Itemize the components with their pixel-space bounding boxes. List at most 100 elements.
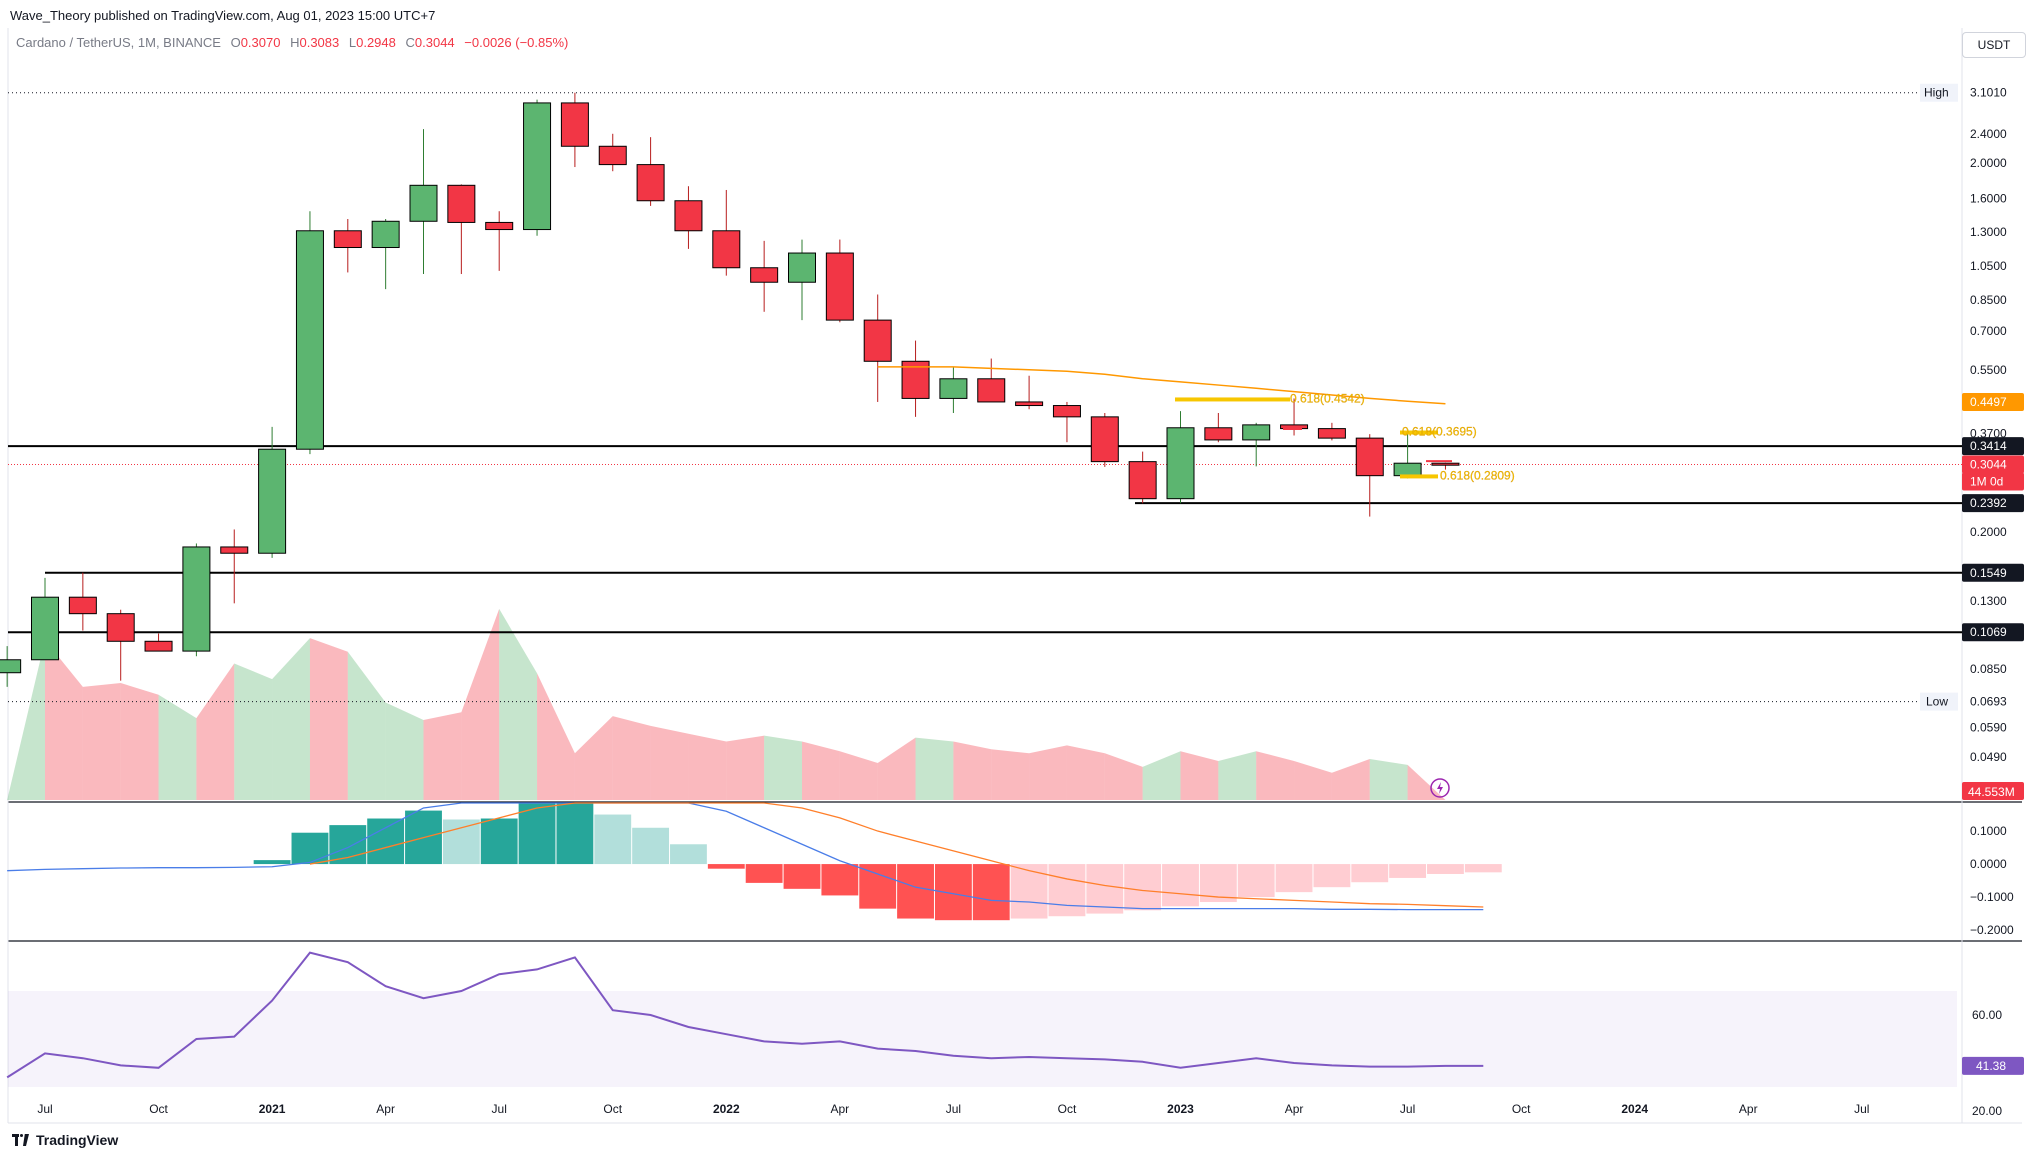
volume-area-segment: [1066, 745, 1105, 800]
price-tick-label: 2.4000: [1970, 127, 2007, 141]
bearish-candle: [68, 596, 97, 615]
macd-histogram-bar: [745, 864, 783, 883]
macd-histogram-bar: [1162, 864, 1199, 907]
volume-area-segment: [347, 651, 386, 800]
bearish-candle: [106, 613, 135, 642]
symbol-legend[interactable]: Cardano / TetherUS, 1M, BINANCE O0.3070 …: [16, 35, 568, 50]
volume-area-segment: [839, 751, 878, 800]
price-axis-label-bg: [1962, 472, 2024, 491]
macd-histogram-bar: [518, 803, 556, 865]
price-tick-label: 0.0490: [1970, 750, 2007, 764]
volume-area-segment: [1294, 761, 1332, 800]
volume-area-segment: [991, 749, 1030, 800]
volume-area-segment: [877, 737, 916, 800]
macd-histogram-bar: [670, 844, 707, 865]
price-tick-label: 0.0590: [1970, 720, 2007, 734]
time-tick-label: Jul: [37, 1102, 52, 1116]
macd-histogram-bar: [1427, 864, 1464, 874]
price-tick-label: 0.1300: [1970, 594, 2007, 608]
price-axis-label: 0.3414: [1970, 439, 2007, 453]
rsi-value-label: 41.38: [1976, 1059, 2006, 1073]
price-axis-label-bg: [1962, 437, 2024, 456]
macd-histogram-bar: [707, 864, 745, 869]
volume-area-segment: [1369, 759, 1408, 800]
macd-tick-label: 0.0000: [1970, 857, 2007, 871]
time-tick-label: Jul: [492, 1102, 507, 1116]
macd-tick-label: −0.2000: [1970, 923, 2014, 937]
price-tick-label: 0.0850: [1970, 662, 2007, 676]
price-tick-label: 0.7000: [1970, 324, 2007, 338]
price-axis-label-bg: [1962, 623, 2024, 642]
rsi-band: [8, 991, 1957, 1087]
bearish-candle: [560, 102, 589, 147]
volume-area-segment: [120, 683, 159, 800]
macd-histogram-bar: [1275, 864, 1313, 893]
macd-histogram-bar: [1313, 864, 1351, 888]
price-axis-label: 1M 0d: [1970, 475, 2003, 489]
bullish-candle: [295, 230, 324, 450]
volume-area-segment: [1142, 751, 1181, 800]
bullish-candle: [0, 659, 22, 674]
bearish-candle: [1128, 461, 1157, 500]
price-tick-label: 0.8500: [1970, 293, 2007, 307]
bullish-candle: [409, 184, 438, 222]
time-tick-label: 2024: [1621, 1102, 1648, 1116]
lightning-icon-bolt: [1437, 782, 1443, 794]
bearish-candle: [750, 267, 779, 283]
macd-histogram-bar: [1010, 864, 1048, 919]
bearish-candle: [144, 640, 173, 652]
time-tick-label: Oct: [149, 1102, 168, 1116]
bullish-candle: [1242, 424, 1271, 441]
macd-histogram-bar: [1124, 864, 1162, 911]
close-value: 0.3044: [414, 35, 455, 50]
volume-area-segment: [234, 663, 273, 800]
change-value: −0.0026 (−0.85%): [464, 35, 569, 50]
volume-area-segment: [1218, 751, 1257, 800]
brand-name: TradingView: [36, 1132, 119, 1148]
volume-area-segment: [1256, 751, 1295, 800]
price-tick-label: 0.2000: [1970, 525, 2007, 539]
lightning-icon: [1430, 778, 1450, 798]
bearish-candle: [1090, 416, 1119, 463]
volume-area-segment: [574, 716, 613, 800]
currency-unit-button[interactable]: USDT: [1962, 32, 2026, 58]
tradingview-logo-icon: [12, 1134, 30, 1146]
price-axis-label: 0.1549: [1970, 566, 2007, 580]
volume-area-segment: [764, 735, 802, 800]
volume-area-segment: [423, 712, 462, 800]
fib-annotation-label: 0.618(0.3695): [1402, 425, 1477, 439]
volume-area-segment: [1029, 745, 1067, 800]
moving-average-line: [877, 366, 1446, 405]
time-tick-label: Apr: [1739, 1102, 1758, 1116]
price-axis-label: 0.2392: [1970, 496, 2007, 510]
low-value: 0.2948: [356, 35, 396, 50]
macd-histogram-bar: [1086, 864, 1124, 914]
close-label: C: [405, 35, 415, 50]
price-axis-label-bg: [1962, 563, 2024, 582]
bearish-candle: [1204, 427, 1233, 441]
macd-histogram-bar: [367, 818, 405, 865]
fib-level-zone: [1400, 474, 1438, 479]
fib-level-zone: [1400, 430, 1438, 435]
macd-histogram-bar: [821, 864, 859, 896]
volume-area-segment: [1180, 751, 1219, 800]
volume-area-segment: [196, 663, 235, 800]
macd-histogram-bar: [253, 860, 291, 865]
volume-area-segment: [537, 673, 575, 800]
bearish-candle: [636, 164, 665, 202]
volume-area-segment: [612, 716, 651, 800]
time-tick-label: Jul: [1854, 1102, 1869, 1116]
tradingview-brand[interactable]: TradingView: [12, 1132, 118, 1148]
bearish-candle: [1355, 437, 1384, 477]
volume-area-segment: [158, 694, 197, 800]
time-tick-label: 2022: [713, 1102, 740, 1116]
volume-area-segment: [953, 741, 992, 800]
rsi-value-label-bg: [1962, 1056, 2024, 1075]
bearish-candle: [1317, 428, 1346, 439]
bullish-candle: [258, 448, 287, 554]
volume-value-label: 44.553M: [1968, 785, 2015, 799]
macd-histogram-bar: [1389, 864, 1427, 878]
bearish-candle: [333, 230, 362, 249]
time-tick-label: Apr: [1285, 1102, 1304, 1116]
